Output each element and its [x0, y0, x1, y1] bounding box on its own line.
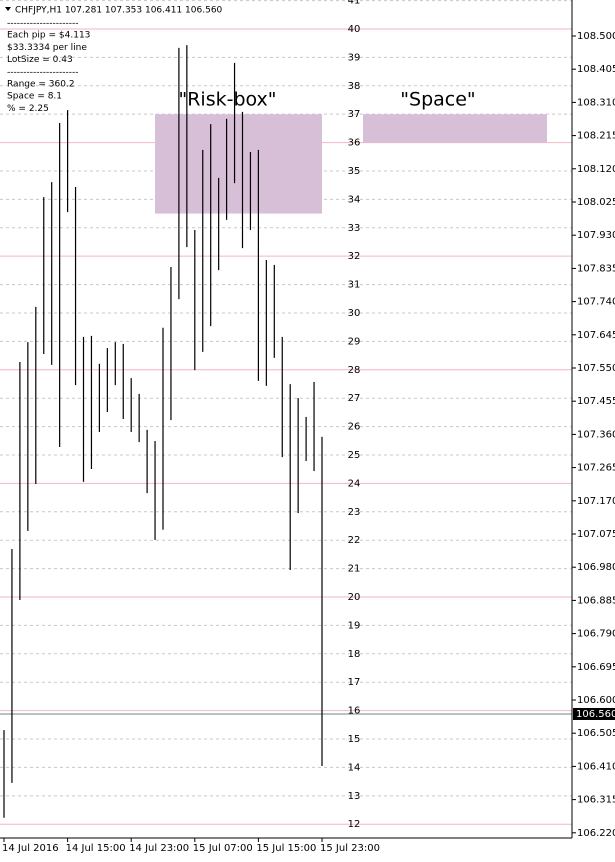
level-label: 29 [348, 336, 361, 347]
y-tick-label: 108.405 [577, 64, 615, 75]
info-line: Each pip = $4.113 [7, 31, 90, 41]
level-label: 23 [348, 507, 361, 518]
y-tick-label: 107.170 [577, 496, 615, 507]
y-tick-label: 108.120 [577, 164, 615, 175]
y-tick-label: 106.220 [577, 828, 615, 839]
level-label: 14 [348, 762, 361, 773]
x-tick-label: 15 Jul 07:00 [193, 843, 253, 854]
boxes: "Risk-box" "Space" [155, 89, 547, 214]
level-label: 32 [348, 251, 361, 262]
y-tick-label: 107.930 [577, 230, 615, 241]
level-label: 18 [348, 649, 361, 660]
info-line: % = 2.25 [7, 104, 49, 114]
current-price-label: 106.560 [576, 709, 615, 720]
y-tick-label: 106.790 [577, 629, 615, 640]
y-tick-label: 107.455 [577, 396, 615, 407]
info-line: $33.3334 per line [7, 43, 87, 53]
level-label: 36 [348, 138, 361, 149]
level-label: 19 [348, 620, 361, 631]
x-tick-label: 14 Jul 23:00 [129, 843, 189, 854]
current-price-box [573, 707, 615, 720]
y-tick-label: 107.645 [577, 330, 615, 341]
x-tick-label: 14 Jul 2016 [2, 843, 59, 854]
level-label: 39 [348, 52, 361, 63]
info-line: LotSize = 0.43 [7, 55, 73, 65]
level-label: 33 [348, 223, 361, 234]
box-label: "Space" [400, 89, 475, 111]
y-tick-label: 107.835 [577, 263, 615, 274]
level-label: 20 [348, 592, 361, 603]
y-tick-label: 108.025 [577, 197, 615, 208]
level-label: 37 [348, 109, 361, 120]
level-label: 17 [348, 677, 361, 688]
level-label: 34 [348, 194, 361, 205]
level-label: 38 [348, 81, 361, 92]
y-tick-label: 107.550 [577, 363, 615, 374]
level-label: 16 [348, 706, 361, 717]
level-label: 25 [348, 450, 361, 461]
level-label: 15 [348, 734, 361, 745]
y-tick-label: 107.075 [577, 529, 615, 540]
level-label: 24 [348, 478, 361, 489]
x-tick-label: 15 Jul 23:00 [320, 843, 380, 854]
y-tick-label: 108.310 [577, 97, 615, 108]
level-label: 41 [348, 0, 361, 7]
level-label: 12 [348, 819, 361, 830]
info-line: ---------------------- [7, 67, 78, 77]
level-label: 28 [348, 365, 361, 376]
y-tick-label: 106.315 [577, 795, 615, 806]
bars [3, 45, 323, 818]
box [363, 114, 547, 143]
grid [0, 0, 572, 825]
y-tick-label: 106.505 [577, 728, 615, 739]
level-label: 30 [348, 308, 361, 319]
level-label: 40 [348, 24, 361, 35]
level-label: 13 [348, 791, 361, 802]
y-tick-label: 107.360 [577, 429, 615, 440]
level-label: 26 [348, 422, 361, 433]
level-label: 31 [348, 280, 361, 291]
info-line: ---------------------- [7, 19, 78, 29]
dropdown-icon[interactable] [5, 7, 11, 11]
y-tick-label: 106.600 [577, 695, 615, 706]
y-tick-label: 108.215 [577, 131, 615, 142]
info-line: Space = 8.1 [7, 92, 62, 102]
level-label: 27 [348, 393, 361, 404]
y-tick-label: 106.410 [577, 761, 615, 772]
info-line: Range = 360.2 [7, 80, 75, 90]
y-tick-label: 108.500 [577, 31, 615, 42]
level-label: 35 [348, 166, 361, 177]
header: CHFJPY,H1 107.281 107.353 106.411 106.56… [15, 6, 223, 16]
box [155, 114, 322, 214]
y-tick-label: 107.265 [577, 463, 615, 474]
y-tick-label: 106.980 [577, 562, 615, 573]
y-tick-label: 106.695 [577, 662, 615, 673]
labels: ---------------------- Each pip = $4.113 $… [7, 0, 360, 830]
level-label: 21 [348, 564, 361, 575]
box-label: "Risk-box" [178, 89, 276, 111]
y-tick-label: 107.740 [577, 297, 615, 308]
x-tick-label: 15 Jul 15:00 [256, 843, 316, 854]
level-label: 22 [348, 535, 361, 546]
x-tick-label: 14 Jul 15:00 [66, 843, 126, 854]
y-tick-label: 106.885 [577, 595, 615, 606]
